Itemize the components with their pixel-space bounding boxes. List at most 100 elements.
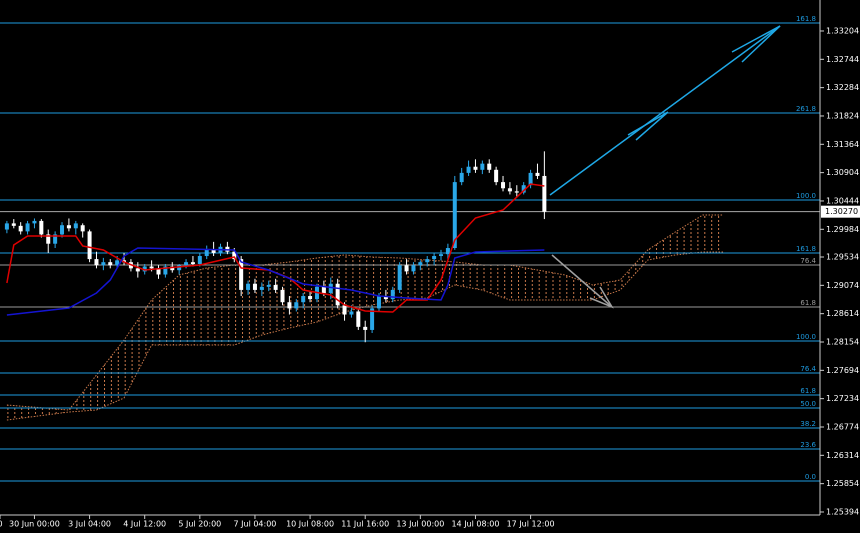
candle-body — [487, 163, 492, 170]
x-tick-label: 3 Jul 04:00 — [68, 520, 111, 529]
fib-label: 161.8 — [796, 15, 816, 23]
arrow-head — [731, 25, 781, 63]
candle-body — [411, 265, 416, 272]
candle-body — [390, 289, 395, 300]
x-tick-label: 14 Jul 08:00 — [451, 520, 499, 529]
fib-label: 76.4 — [800, 365, 816, 373]
candle-body — [94, 259, 99, 266]
indicator-line — [6, 247, 545, 316]
y-tick-label: 1.26314 — [826, 451, 859, 460]
candle-body — [459, 172, 464, 183]
candle-body — [294, 302, 299, 309]
candle-body — [404, 265, 409, 272]
candle-body — [335, 283, 340, 306]
candle-body — [66, 225, 71, 229]
candle-body — [376, 296, 381, 309]
candle-body — [204, 249, 209, 257]
fib-label: 100.0 — [796, 333, 816, 341]
candle-body — [197, 256, 202, 265]
candle-body — [142, 266, 147, 272]
y-tick-label: 1.30444 — [826, 196, 859, 205]
x-tick-label: 30 Jun 00:00 — [9, 520, 60, 529]
y-tick-label: 1.29074 — [826, 281, 859, 290]
y-tick-label: 1.25394 — [826, 507, 859, 516]
fib-label: 23.6 — [800, 441, 816, 449]
candle-body — [425, 259, 430, 263]
arrow-head — [627, 111, 669, 141]
candle-body — [73, 223, 78, 229]
candle-body — [452, 182, 457, 249]
current-price-label: 1.30270 — [825, 207, 858, 216]
y-tick-label: 1.30904 — [826, 168, 859, 177]
projection-arrow — [551, 254, 613, 308]
cloud-fill — [6, 215, 724, 421]
candle-body — [418, 262, 423, 266]
current-price-box — [821, 205, 860, 218]
y-tick-label: 1.27694 — [826, 366, 859, 375]
x-tick-label: 0 — [0, 520, 3, 529]
candle-body — [156, 268, 161, 275]
candle-body — [252, 283, 257, 290]
candle-body — [232, 251, 237, 260]
candle-body — [87, 231, 92, 260]
fib-label: 100.0 — [796, 192, 816, 200]
x-tick-label: 11 Jul 16:00 — [341, 520, 389, 529]
fib-label: 50.0 — [800, 400, 816, 408]
candle-body — [535, 172, 540, 176]
y-tick-label: 1.25854 — [826, 479, 859, 488]
candle-body — [18, 225, 23, 232]
candle-body — [397, 265, 402, 290]
x-tick-label: 10 Jul 08:00 — [286, 520, 334, 529]
candle-body — [246, 283, 251, 290]
candle-body — [25, 223, 30, 232]
candle-body — [273, 284, 278, 290]
candle-body — [46, 234, 51, 244]
candle-body — [370, 308, 375, 330]
candle-body — [149, 266, 154, 269]
y-tick-label: 1.32744 — [826, 55, 859, 64]
candle-body — [101, 262, 106, 266]
cloud-span — [6, 251, 724, 421]
fib-label: 38.2 — [800, 420, 816, 428]
candle-body — [266, 284, 271, 287]
y-tick-label: 1.31824 — [826, 111, 859, 120]
x-tick-label: 5 Jul 20:00 — [178, 520, 221, 529]
y-tick-label: 1.33204 — [826, 26, 859, 35]
y-tick-label: 1.26774 — [826, 422, 859, 431]
y-tick-label: 1.29984 — [826, 225, 859, 234]
candle-body — [507, 188, 512, 192]
candle-body — [184, 262, 189, 266]
candle-body — [480, 163, 485, 170]
candle-body — [321, 286, 326, 293]
candle-body — [115, 260, 120, 266]
candle-body — [514, 191, 519, 193]
projection-arrow — [549, 25, 781, 196]
candle-body — [466, 166, 471, 173]
candle-body — [432, 256, 437, 260]
candle-body — [135, 268, 140, 272]
x-tick-label: 13 Jul 00:00 — [396, 520, 444, 529]
candle-body — [53, 234, 58, 244]
candle-body — [542, 175, 547, 212]
candle-body — [80, 225, 85, 232]
candle-body — [11, 223, 16, 226]
indicator-line — [6, 183, 545, 313]
candle-body — [383, 296, 388, 300]
candle-body — [177, 265, 182, 271]
fib-label: 76.4 — [800, 257, 816, 265]
candle-body — [528, 172, 533, 186]
candle-body — [356, 311, 361, 327]
fib-label: 61.8 — [800, 387, 816, 395]
y-tick-label: 1.28154 — [826, 337, 859, 346]
candle-body — [32, 220, 37, 224]
candle-body — [211, 249, 216, 253]
fib-label: 161.8 — [796, 245, 816, 253]
candle-body — [521, 185, 526, 193]
y-tick-label: 1.28614 — [826, 309, 859, 318]
y-tick-label: 1.29534 — [826, 253, 859, 262]
fib-label: 261.8 — [796, 105, 816, 113]
y-tick-label: 1.32284 — [826, 83, 859, 92]
candle-body — [108, 262, 113, 266]
cloud-span — [6, 214, 724, 411]
